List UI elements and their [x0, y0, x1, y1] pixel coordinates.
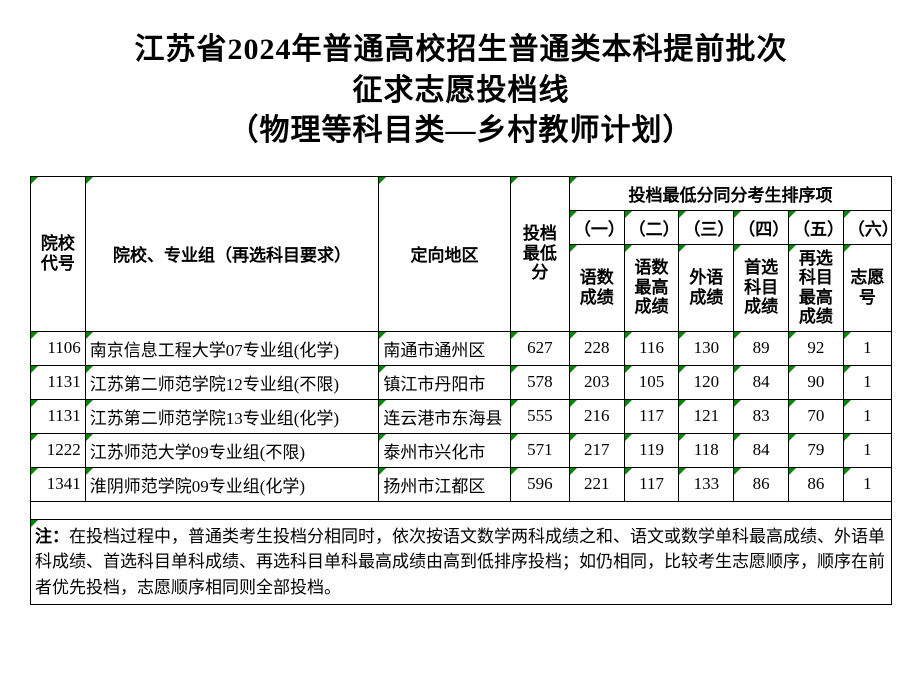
cell-r6: 1: [843, 331, 891, 365]
cell-r3: 130: [679, 331, 734, 365]
cell-r3: 121: [679, 399, 734, 433]
note-text: 在投档过程中，普通类考生投档分相同时，依次按语文数学两科成绩之和、语文或数学单科…: [35, 527, 885, 597]
cell-r4: 84: [734, 433, 789, 467]
cell-region: 南通市通州区: [379, 331, 510, 365]
cell-code: 1341: [31, 467, 86, 501]
cell-r5: 90: [788, 365, 843, 399]
cell-r4: 84: [734, 365, 789, 399]
header-rank-label-6: 志愿号: [843, 244, 891, 331]
header-rank-num-1: （一）: [569, 210, 624, 244]
score-table: 院校代号 院校、专业组（再选科目要求） 定向地区 投档最低分 投档最低分同分考生…: [30, 176, 892, 606]
cell-r5: 92: [788, 331, 843, 365]
cell-r6: 1: [843, 467, 891, 501]
table-row: 1131江苏第二师范学院13专业组(化学)连云港市东海县555216117121…: [31, 399, 892, 433]
cell-score: 596: [510, 467, 569, 501]
table-body: 1106南京信息工程大学07专业组(化学)南通市通州区6272281161308…: [31, 331, 892, 605]
header-rank-label-3: 外语成绩: [679, 244, 734, 331]
header-region: 定向地区: [379, 176, 510, 331]
header-rank-label-5: 再选科目最高成绩: [788, 244, 843, 331]
header-rank-num-2: （二）: [624, 210, 679, 244]
table-row: 1341淮阴师范学院09专业组(化学)扬州市江都区596221117133868…: [31, 467, 892, 501]
cell-name: 淮阴师范学院09专业组(化学): [85, 467, 379, 501]
cell-name: 江苏第二师范学院13专业组(化学): [85, 399, 379, 433]
header-score: 投档最低分: [510, 176, 569, 331]
cell-score: 555: [510, 399, 569, 433]
cell-code: 1131: [31, 365, 86, 399]
cell-code: 1106: [31, 331, 86, 365]
table-row: 1131江苏第二师范学院12专业组(不限)镇江市丹阳市5782031051208…: [31, 365, 892, 399]
cell-r3: 118: [679, 433, 734, 467]
header-code: 院校代号: [31, 176, 86, 331]
cell-name: 江苏师范大学09专业组(不限): [85, 433, 379, 467]
cell-r1: 203: [569, 365, 624, 399]
cell-r2: 119: [624, 433, 679, 467]
cell-r5: 86: [788, 467, 843, 501]
header-name: 院校、专业组（再选科目要求）: [85, 176, 379, 331]
title-line-1: 江苏省2024年普通高校招生普通类本科提前批次: [30, 30, 892, 71]
cell-r2: 105: [624, 365, 679, 399]
cell-region: 镇江市丹阳市: [379, 365, 510, 399]
header-rank-label-2: 语数最高成绩: [624, 244, 679, 331]
cell-score: 627: [510, 331, 569, 365]
cell-r1: 228: [569, 331, 624, 365]
table-header: 院校代号 院校、专业组（再选科目要求） 定向地区 投档最低分 投档最低分同分考生…: [31, 176, 892, 331]
header-rank-num-3: （三）: [679, 210, 734, 244]
header-rank-num-5: （五）: [788, 210, 843, 244]
note-label: 注：: [35, 527, 69, 546]
header-rank-label-4: 首选科目成绩: [734, 244, 789, 331]
cell-r6: 1: [843, 399, 891, 433]
title-line-3: （物理等科目类—乡村教师计划）: [30, 111, 892, 152]
cell-region: 连云港市东海县: [379, 399, 510, 433]
table-row: 1106南京信息工程大学07专业组(化学)南通市通州区6272281161308…: [31, 331, 892, 365]
header-rank-label-1: 语数成绩: [569, 244, 624, 331]
cell-region: 泰州市兴化市: [379, 433, 510, 467]
cell-code: 1222: [31, 433, 86, 467]
cell-r6: 1: [843, 433, 891, 467]
title-block: 江苏省2024年普通高校招生普通类本科提前批次 征求志愿投档线 （物理等科目类—…: [30, 30, 892, 152]
note-row: 注：在投档过程中，普通类考生投档分相同时，依次按语文数学两科成绩之和、语文或数学…: [31, 519, 892, 605]
cell-r4: 89: [734, 331, 789, 365]
cell-code: 1131: [31, 399, 86, 433]
cell-r2: 116: [624, 331, 679, 365]
cell-r1: 217: [569, 433, 624, 467]
cell-r2: 117: [624, 399, 679, 433]
header-rank-group: 投档最低分同分考生排序项: [569, 176, 891, 210]
cell-name: 江苏第二师范学院12专业组(不限): [85, 365, 379, 399]
cell-r4: 86: [734, 467, 789, 501]
cell-r1: 221: [569, 467, 624, 501]
table-row: 1222江苏师范大学09专业组(不限)泰州市兴化市571217119118847…: [31, 433, 892, 467]
cell-r5: 70: [788, 399, 843, 433]
spacer-row: [31, 501, 892, 519]
cell-r4: 83: [734, 399, 789, 433]
cell-score: 571: [510, 433, 569, 467]
cell-name: 南京信息工程大学07专业组(化学): [85, 331, 379, 365]
cell-score: 578: [510, 365, 569, 399]
cell-r1: 216: [569, 399, 624, 433]
document-page: 江苏省2024年普通高校招生普通类本科提前批次 征求志愿投档线 （物理等科目类—…: [0, 0, 922, 625]
title-line-2: 征求志愿投档线: [30, 71, 892, 112]
cell-region: 扬州市江都区: [379, 467, 510, 501]
header-rank-num-6: （六）: [843, 210, 891, 244]
cell-r3: 133: [679, 467, 734, 501]
header-rank-num-4: （四）: [734, 210, 789, 244]
cell-r2: 117: [624, 467, 679, 501]
cell-r6: 1: [843, 365, 891, 399]
cell-r3: 120: [679, 365, 734, 399]
cell-r5: 79: [788, 433, 843, 467]
